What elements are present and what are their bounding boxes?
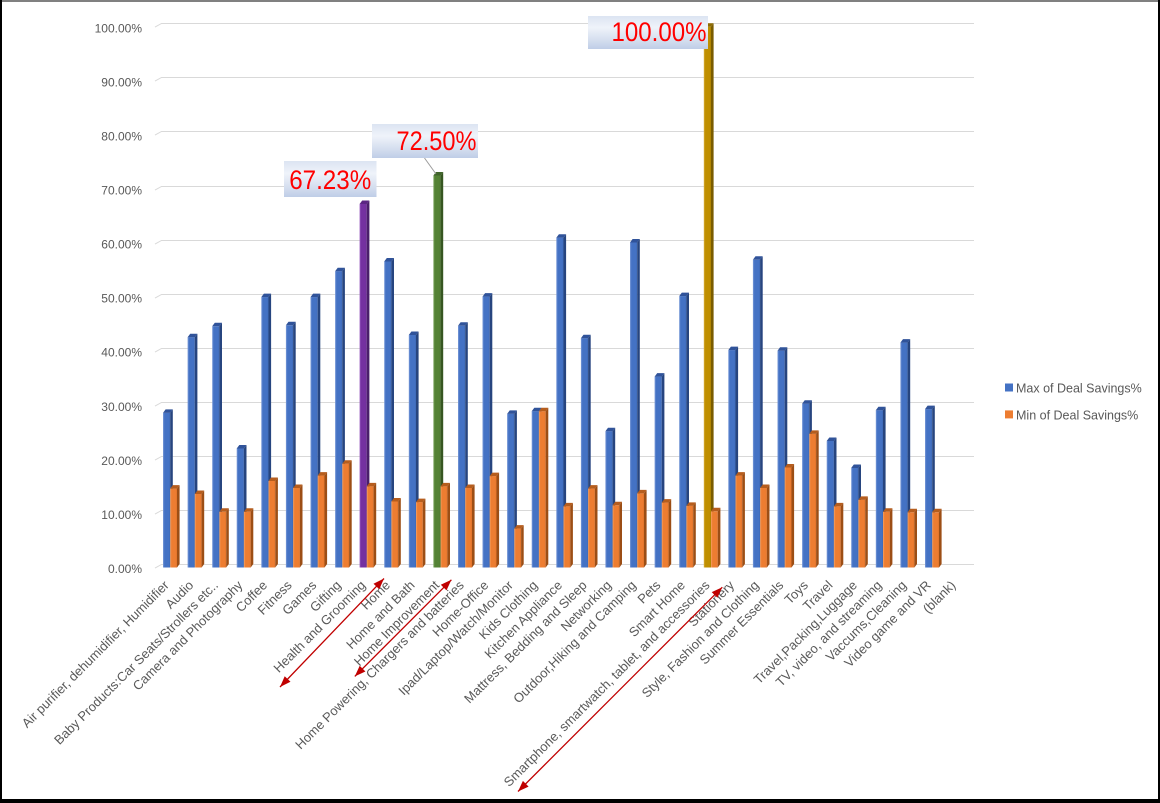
svg-text:67.23%: 67.23%	[289, 165, 371, 195]
svg-text:70.00%: 70.00%	[101, 184, 142, 198]
svg-text:100.00%: 100.00%	[612, 17, 707, 47]
svg-text:10.00%: 10.00%	[101, 508, 142, 522]
svg-text:100.00%: 100.00%	[95, 21, 143, 35]
svg-text:40.00%: 40.00%	[101, 346, 142, 360]
svg-text:20.00%: 20.00%	[101, 454, 142, 468]
svg-text:80.00%: 80.00%	[101, 129, 142, 143]
svg-text:30.00%: 30.00%	[101, 400, 142, 414]
svg-text:60.00%: 60.00%	[101, 238, 142, 252]
svg-text:0.00%: 0.00%	[108, 562, 142, 576]
svg-text:Max of Deal Savings%: Max of Deal Savings%	[1016, 382, 1142, 396]
svg-text:Min of Deal Savings%: Min of Deal Savings%	[1016, 408, 1138, 422]
svg-text:72.50%: 72.50%	[397, 126, 477, 156]
svg-text:50.00%: 50.00%	[101, 292, 142, 306]
svg-text:90.00%: 90.00%	[101, 75, 142, 89]
